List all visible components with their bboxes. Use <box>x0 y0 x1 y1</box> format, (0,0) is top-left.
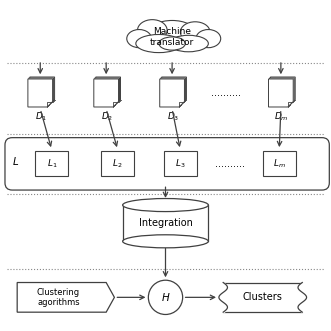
Text: $D_1$: $D_1$ <box>35 111 47 123</box>
Text: $L_3$: $L_3$ <box>175 158 186 170</box>
Polygon shape <box>94 79 118 107</box>
Bar <box>35 152 68 176</box>
Polygon shape <box>17 283 115 312</box>
Bar <box>223 283 302 312</box>
Circle shape <box>148 280 183 314</box>
Text: $L_1$: $L_1$ <box>47 158 57 170</box>
Polygon shape <box>270 77 295 105</box>
Text: $D_2$: $D_2$ <box>101 111 113 123</box>
Ellipse shape <box>180 22 210 42</box>
Polygon shape <box>96 77 120 105</box>
Text: $D_3$: $D_3$ <box>166 111 179 123</box>
Polygon shape <box>30 77 55 105</box>
Ellipse shape <box>196 29 221 48</box>
FancyBboxPatch shape <box>5 138 329 190</box>
Bar <box>101 152 134 176</box>
Ellipse shape <box>127 29 152 48</box>
Text: Integration: Integration <box>139 218 192 228</box>
Polygon shape <box>162 77 186 105</box>
Text: L: L <box>13 157 19 167</box>
Bar <box>123 205 208 241</box>
Text: ..........: .......... <box>212 88 242 98</box>
Ellipse shape <box>169 35 208 52</box>
Bar <box>263 152 296 176</box>
Text: $L_m$: $L_m$ <box>273 158 286 170</box>
Bar <box>164 152 197 176</box>
Ellipse shape <box>123 235 208 248</box>
Polygon shape <box>28 79 53 107</box>
Text: Clusters: Clusters <box>243 292 283 302</box>
Polygon shape <box>161 78 185 106</box>
Text: Machine
translator: Machine translator <box>150 27 194 47</box>
Text: ..........: .......... <box>215 159 245 169</box>
Text: $H$: $H$ <box>161 291 170 303</box>
Ellipse shape <box>123 199 208 212</box>
Polygon shape <box>268 79 293 107</box>
Polygon shape <box>160 79 184 107</box>
Text: Clustering
agorithms: Clustering agorithms <box>37 288 80 307</box>
Polygon shape <box>95 78 119 106</box>
Text: $L_2$: $L_2$ <box>113 158 123 170</box>
Ellipse shape <box>159 37 185 50</box>
Ellipse shape <box>149 21 195 44</box>
Ellipse shape <box>137 20 167 41</box>
Polygon shape <box>29 78 54 106</box>
Text: $D_m$: $D_m$ <box>274 111 289 123</box>
Polygon shape <box>269 78 294 106</box>
Ellipse shape <box>136 34 182 53</box>
